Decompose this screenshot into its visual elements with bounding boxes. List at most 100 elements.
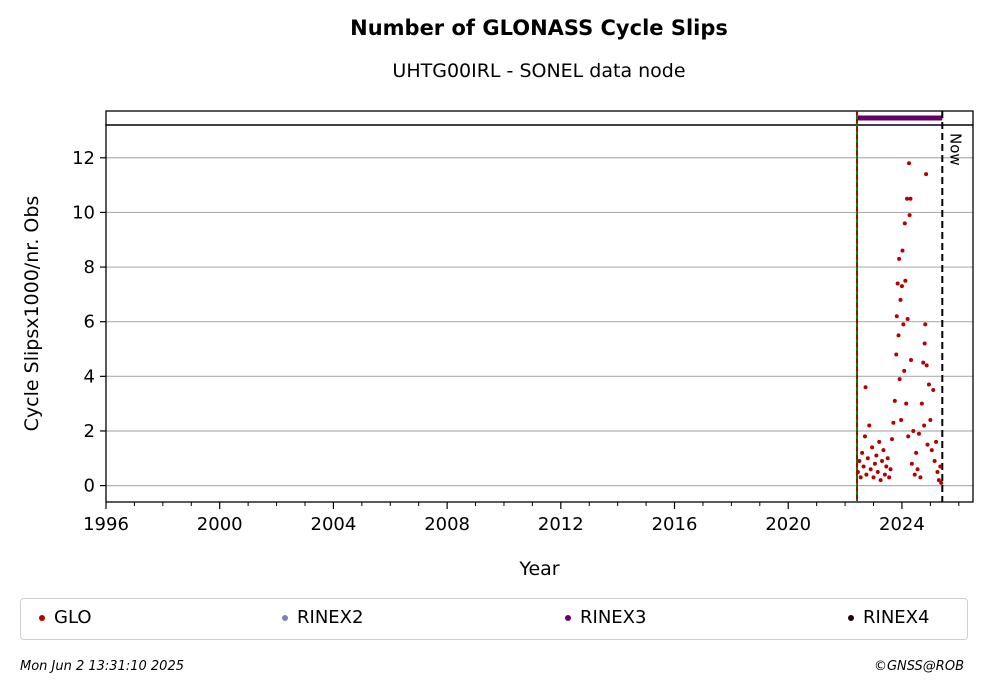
data-point: [924, 172, 929, 177]
data-point: [908, 196, 913, 201]
data-point: [874, 453, 879, 458]
chart-title: Number of GLONASS Cycle Slips: [350, 16, 728, 40]
data-point: [915, 467, 920, 472]
data-point: [887, 475, 892, 480]
legend-marker-glo: [39, 614, 45, 621]
data-point: [857, 459, 862, 464]
data-point: [934, 439, 939, 444]
data-point: [875, 469, 880, 474]
data-point: [926, 382, 931, 387]
data-point: [898, 297, 903, 302]
y-tick-label: 2: [84, 421, 95, 442]
x-tick-label: 2020: [765, 514, 811, 535]
data-point: [922, 423, 927, 428]
data-point: [914, 450, 919, 455]
data-point: [863, 385, 868, 390]
data-point: [891, 420, 896, 425]
data-point: [906, 434, 911, 439]
data-point: [882, 472, 887, 477]
data-point: [884, 464, 889, 469]
data-point: [855, 469, 860, 474]
data-point: [897, 377, 902, 382]
data-point: [911, 428, 916, 433]
data-point: [936, 478, 941, 483]
rinex-strip-frame: [105, 110, 974, 126]
data-point: [924, 363, 929, 368]
data-point: [903, 278, 908, 283]
data-point: [909, 357, 914, 362]
x-tick-label: 2024: [879, 514, 925, 535]
data-point: [871, 475, 876, 480]
data-point: [921, 360, 926, 365]
chart-subtitle: UHTG00IRL - SONEL data node: [392, 60, 686, 82]
legend-item-rinex3: RINEX3: [565, 607, 646, 628]
data-point: [907, 161, 912, 166]
data-point: [939, 480, 944, 485]
data-point: [878, 478, 883, 483]
data-point: [902, 221, 907, 226]
plot-frame: [105, 124, 974, 503]
y-axis-label: Cycle Slipsx1000/nr. Obs: [21, 196, 43, 432]
data-point: [864, 472, 869, 477]
data-point: [865, 456, 870, 461]
now-label: Now: [946, 133, 964, 166]
legend-label-rinex4: RINEX4: [863, 607, 930, 628]
data-point: [932, 459, 937, 464]
data-point: [861, 464, 866, 469]
data-point: [868, 467, 873, 472]
legend-item-glo: GLO: [39, 607, 92, 628]
legend-label-rinex2: RINEX2: [297, 607, 364, 628]
data-point: [923, 322, 928, 327]
y-tick-label: 8: [84, 257, 95, 278]
y-tick-label: 6: [84, 312, 95, 333]
data-point: [858, 475, 863, 480]
data-point: [922, 341, 927, 346]
data-point: [901, 322, 906, 327]
data-point: [894, 352, 899, 357]
data-point: [900, 248, 905, 253]
y-tick-label: 12: [72, 148, 95, 169]
data-point: [907, 213, 912, 218]
data-point: [928, 418, 933, 423]
data-point: [872, 461, 877, 466]
data-point: [909, 461, 914, 466]
legend-label-glo: GLO: [54, 607, 92, 628]
x-tick-label: 2012: [538, 514, 584, 535]
data-point: [860, 450, 865, 455]
data-point: [877, 439, 882, 444]
data-point: [892, 398, 897, 403]
data-point: [888, 467, 893, 472]
x-tick-label: 1996: [83, 514, 129, 535]
data-point: [925, 442, 930, 447]
data-point: [931, 387, 936, 392]
legend-marker-rinex3: [565, 614, 571, 621]
data-point: [904, 401, 909, 406]
data-point: [929, 448, 934, 453]
legend: GLO RINEX2 RINEX3 RINEX4: [20, 598, 968, 640]
legend-item-rinex4: RINEX4: [848, 607, 929, 628]
legend-item-rinex2: RINEX2: [282, 607, 363, 628]
data-point: [862, 434, 867, 439]
legend-marker-rinex2: [282, 614, 288, 621]
data-point: [894, 314, 899, 319]
data-point: [885, 456, 890, 461]
data-point: [919, 401, 924, 406]
data-point: [916, 431, 921, 436]
data-point: [889, 437, 894, 442]
y-tick-label: 4: [84, 366, 95, 387]
data-point: [897, 256, 902, 261]
footer-timestamp: Mon Jun 2 13:31:10 2025: [20, 659, 184, 674]
data-point: [918, 475, 923, 480]
x-tick-label: 2000: [197, 514, 243, 535]
data-point: [899, 284, 904, 289]
data-point: [899, 418, 904, 423]
x-axis-label: Year: [518, 558, 559, 580]
legend-marker-rinex4: [848, 614, 854, 621]
chart-canvas: 0 2 4 6 8 10 12 1996 2000 2004 2008 2012 2016 2020 202…: [21, 110, 974, 580]
data-point: [912, 472, 917, 477]
data-point: [935, 469, 940, 474]
x-tick-label: 2016: [652, 514, 698, 535]
data-point: [896, 333, 901, 338]
x-tick-label: 2004: [311, 514, 357, 535]
y-tick-label: 0: [84, 476, 95, 497]
